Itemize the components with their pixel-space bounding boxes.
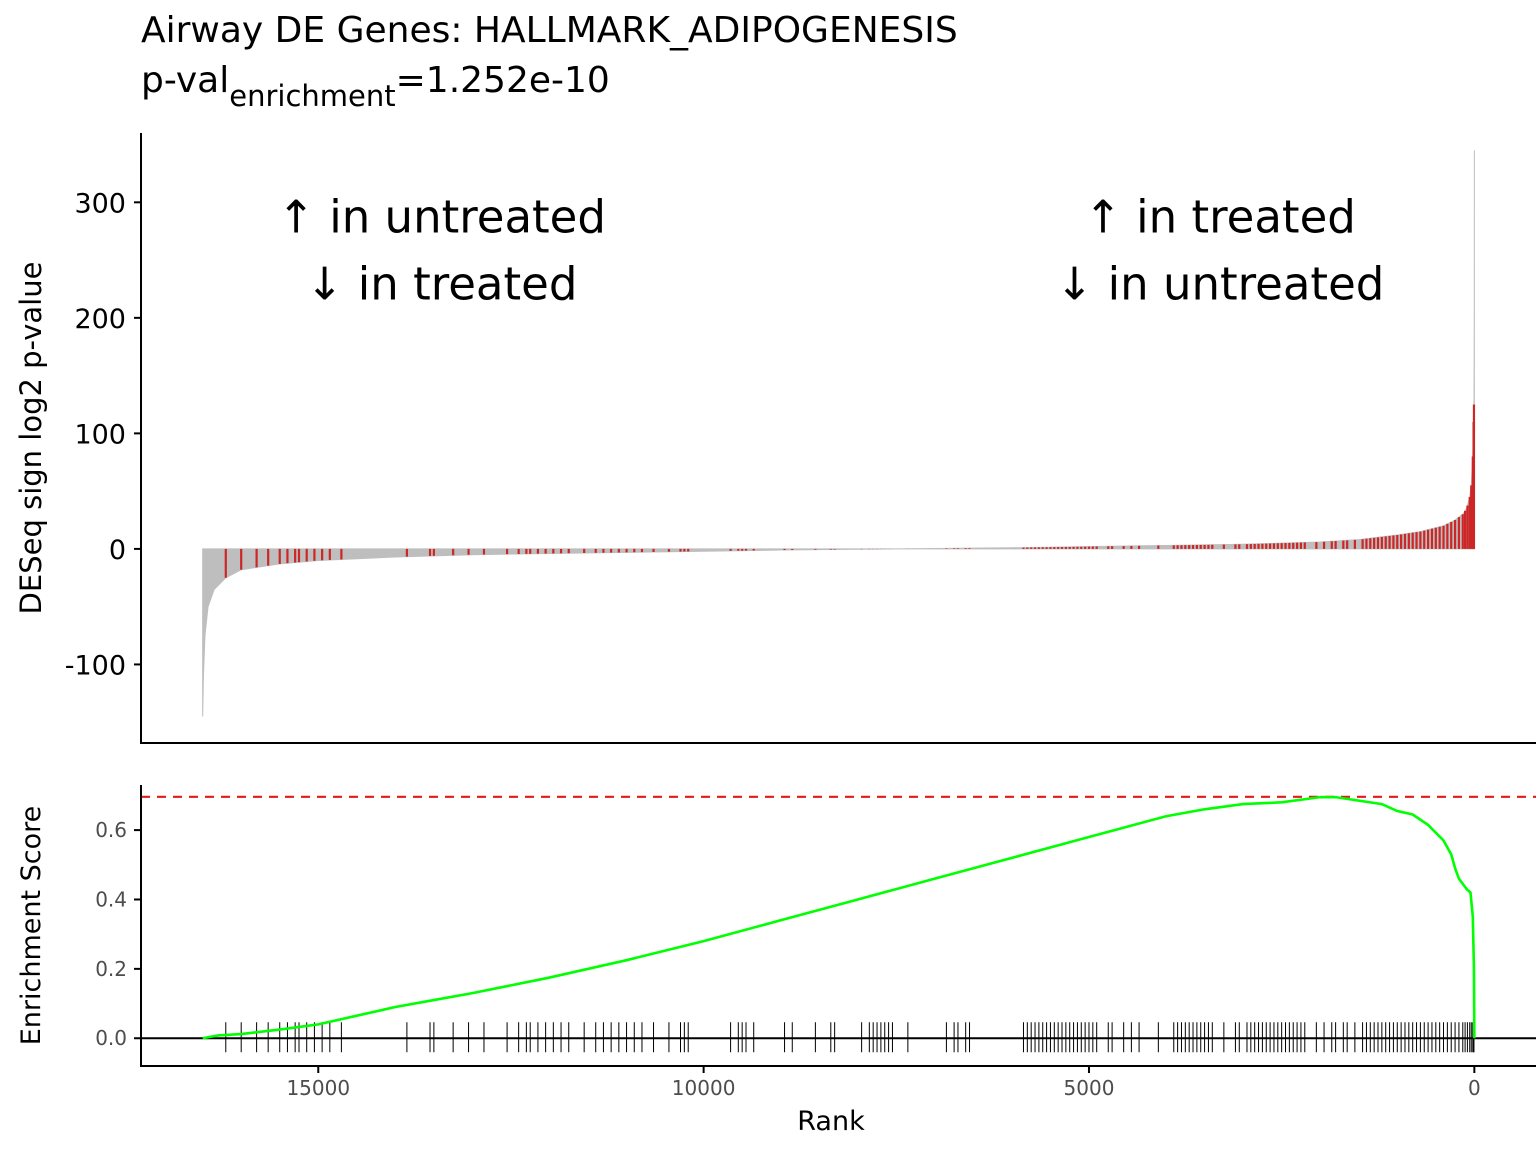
annotation-text: ↑ in treated <box>1084 190 1356 243</box>
pval-subscript: enrichment <box>229 79 396 113</box>
annotations: ↑ in untreated ↓ in treated ↑ in treated ↓ … <box>277 190 1384 310</box>
y-axis-label-top: DESeq sign log2 p-value <box>14 262 48 615</box>
annotation-text: ↓ in treated <box>306 258 578 311</box>
x-ticks-bottom: 15000 10000 5000 0 <box>286 1066 1481 1100</box>
x-tick-label: 15000 <box>286 1076 350 1100</box>
y-ticks-top: 300 200 100 0 -100 <box>65 188 141 681</box>
y-tick-label-top: 200 <box>74 304 126 335</box>
y-tick-label-bottom: 0.4 <box>95 887 127 911</box>
enrichment-score-curve <box>202 795 1476 1040</box>
y-tick-label-top: 0 <box>109 535 126 566</box>
chart-subtitle: p-valenrichment=1.252e-10 <box>141 60 610 113</box>
y-tick-label-bottom: 0.6 <box>95 818 127 842</box>
x-axis-label: Rank <box>797 1106 865 1137</box>
y-axis-label-bottom: Enrichment Score <box>16 806 47 1046</box>
x-tick-label: 10000 <box>672 1076 736 1100</box>
ranked-statistic-panel: 300 200 100 0 -100 DESeq sign log2 p-value ↑… <box>14 133 1536 744</box>
y-tick-label-top: 100 <box>74 419 126 450</box>
y-ticks-bottom: 0.0 0.2 0.4 0.6 <box>95 818 141 1050</box>
x-tick-label: 5000 <box>1064 1076 1115 1100</box>
enrichment-score-panel: 0.0 0.2 0.4 0.6 15000 10000 5000 0 Enrichment … <box>16 785 1536 1137</box>
y-tick-label-bottom: 0.0 <box>95 1026 127 1050</box>
y-tick-label-bottom: 0.2 <box>95 957 127 981</box>
annotation-text: ↑ in untreated <box>277 190 606 243</box>
y-tick-label-top: -100 <box>65 650 126 681</box>
pval-value: =1.252e-10 <box>395 60 610 101</box>
gene-set-bars <box>224 404 1476 578</box>
y-tick-label-top: 300 <box>74 188 126 219</box>
chart-title: Airway DE Genes: HALLMARK_ADIPOGENESIS <box>141 10 958 51</box>
gene-rank-ticks <box>225 1022 1475 1053</box>
pval-label: p-val <box>141 60 230 101</box>
x-tick-label: 0 <box>1468 1076 1481 1100</box>
annotation-text: ↓ in untreated <box>1056 258 1385 311</box>
